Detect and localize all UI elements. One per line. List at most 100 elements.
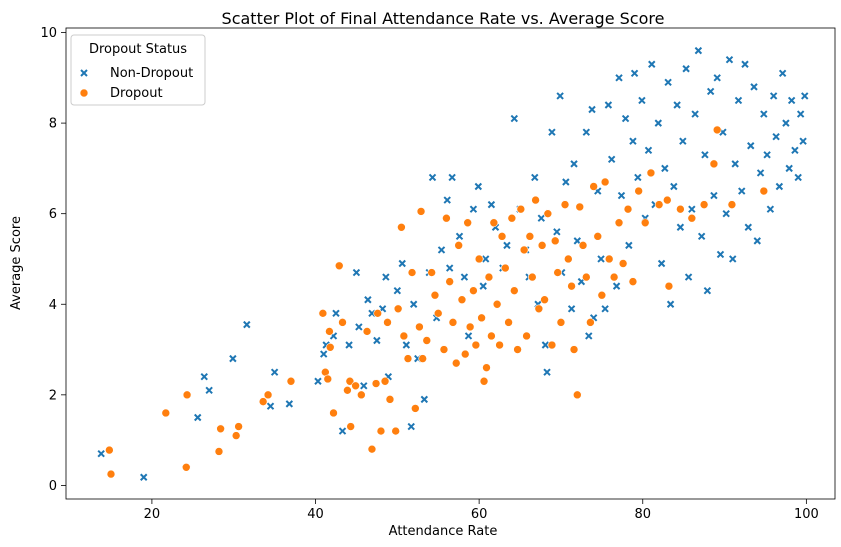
data-point-dropout (393, 304, 403, 314)
series-dropout (105, 125, 769, 479)
data-point-non-dropout (270, 368, 279, 376)
data-point-dropout (525, 232, 535, 241)
data-point-non-dropout (791, 146, 799, 154)
data-point-non-dropout (744, 223, 752, 231)
data-point-dropout (367, 444, 377, 454)
data-point-non-dropout (97, 450, 105, 458)
data-point-dropout (479, 376, 489, 386)
legend-marker-non-dropout (80, 69, 88, 77)
data-point-dropout (654, 200, 664, 209)
data-point-dropout (487, 331, 496, 341)
data-point-non-dropout (731, 160, 739, 168)
data-point-non-dropout (332, 309, 340, 318)
data-point-non-dropout (601, 305, 609, 313)
data-point-dropout (600, 177, 610, 187)
data-point-dropout (497, 232, 507, 241)
x-tick-label: 40 (307, 507, 324, 522)
data-point-dropout (556, 318, 566, 327)
data-point-non-dropout (716, 250, 725, 259)
data-point-dropout (182, 390, 192, 400)
data-point-non-dropout (629, 137, 637, 145)
data-point-dropout (604, 254, 614, 264)
data-point-dropout (543, 209, 553, 218)
data-point-non-dropout (464, 332, 473, 340)
data-point-non-dropout (597, 255, 605, 263)
data-point-non-dropout (756, 169, 765, 177)
data-point-dropout (234, 422, 243, 431)
data-point-dropout (495, 340, 504, 350)
data-point-non-dropout (741, 60, 749, 68)
data-point-dropout (609, 272, 619, 282)
data-point-non-dropout (373, 336, 381, 345)
data-point-non-dropout (314, 377, 322, 385)
data-point-dropout (181, 462, 191, 472)
data-point-dropout (569, 345, 579, 354)
data-point-non-dropout (364, 296, 372, 304)
legend-box (70, 34, 206, 106)
data-point-dropout (231, 431, 241, 440)
data-point-non-dropout (769, 92, 778, 100)
data-point-non-dropout (691, 110, 699, 118)
data-point-dropout (380, 376, 390, 386)
data-point-dropout (346, 422, 355, 431)
axes-layer: 20 40 60 80 100 0 2 4 6 8 10 (40, 26, 818, 522)
y-tick-label: 0 (49, 479, 57, 494)
y-tick-label: 4 (49, 298, 57, 313)
data-point-dropout (258, 397, 268, 406)
data-point-dropout (567, 281, 576, 291)
data-point-non-dropout (648, 60, 656, 68)
data-point-dropout (664, 281, 674, 291)
data-point-dropout (416, 207, 426, 216)
data-point-dropout (334, 261, 344, 271)
data-point-dropout (325, 327, 334, 336)
data-point-dropout (510, 286, 519, 295)
legend-label-non-dropout: Non-Dropout (110, 66, 193, 81)
data-point-dropout (430, 290, 440, 300)
data-point-non-dropout (553, 228, 561, 236)
data-point-non-dropout (481, 255, 490, 263)
y-tick-label: 2 (49, 388, 57, 403)
data-point-non-dropout (706, 87, 715, 96)
data-point-non-dropout (338, 427, 347, 435)
data-point-dropout (646, 168, 656, 178)
x-tick-label: 100 (794, 507, 819, 522)
data-point-non-dropout (778, 69, 787, 77)
data-point-dropout (106, 469, 116, 479)
data-point-non-dropout (615, 74, 623, 82)
data-point-dropout (575, 202, 585, 212)
data-point-non-dropout (670, 182, 678, 191)
data-point-non-dropout (703, 286, 712, 295)
data-point-non-dropout (679, 137, 687, 145)
data-point-dropout (214, 447, 224, 456)
data-point-non-dropout (570, 160, 578, 168)
data-point-dropout (709, 159, 719, 169)
data-point-non-dropout (729, 255, 737, 263)
data-point-dropout (540, 295, 549, 305)
data-point-non-dropout (443, 196, 451, 204)
data-point-dropout (469, 286, 478, 295)
data-point-dropout (383, 318, 392, 327)
data-point-non-dropout (612, 282, 621, 290)
data-point-non-dropout (360, 382, 368, 390)
data-point-dropout (422, 336, 432, 345)
data-point-dropout (712, 125, 722, 135)
data-point-non-dropout (625, 241, 633, 250)
data-point-non-dropout (455, 232, 464, 241)
data-point-non-dropout (725, 55, 734, 64)
data-point-dropout (371, 379, 381, 388)
data-point-non-dropout (654, 119, 663, 127)
data-point-non-dropout (402, 341, 411, 349)
data-point-dropout (699, 200, 709, 209)
data-point-non-dropout (775, 182, 784, 191)
data-point-non-dropout (796, 110, 805, 118)
y-axis-title: Average Score (9, 216, 24, 310)
data-point-non-dropout (345, 341, 353, 349)
data-point-non-dropout (409, 300, 418, 308)
data-point-dropout (465, 322, 475, 332)
data-point-non-dropout (562, 178, 570, 186)
data-point-dropout (640, 218, 650, 228)
data-point-non-dropout (617, 191, 626, 200)
data-point-dropout (161, 408, 171, 418)
data-point-non-dropout (794, 173, 802, 182)
data-point-dropout (550, 236, 560, 246)
